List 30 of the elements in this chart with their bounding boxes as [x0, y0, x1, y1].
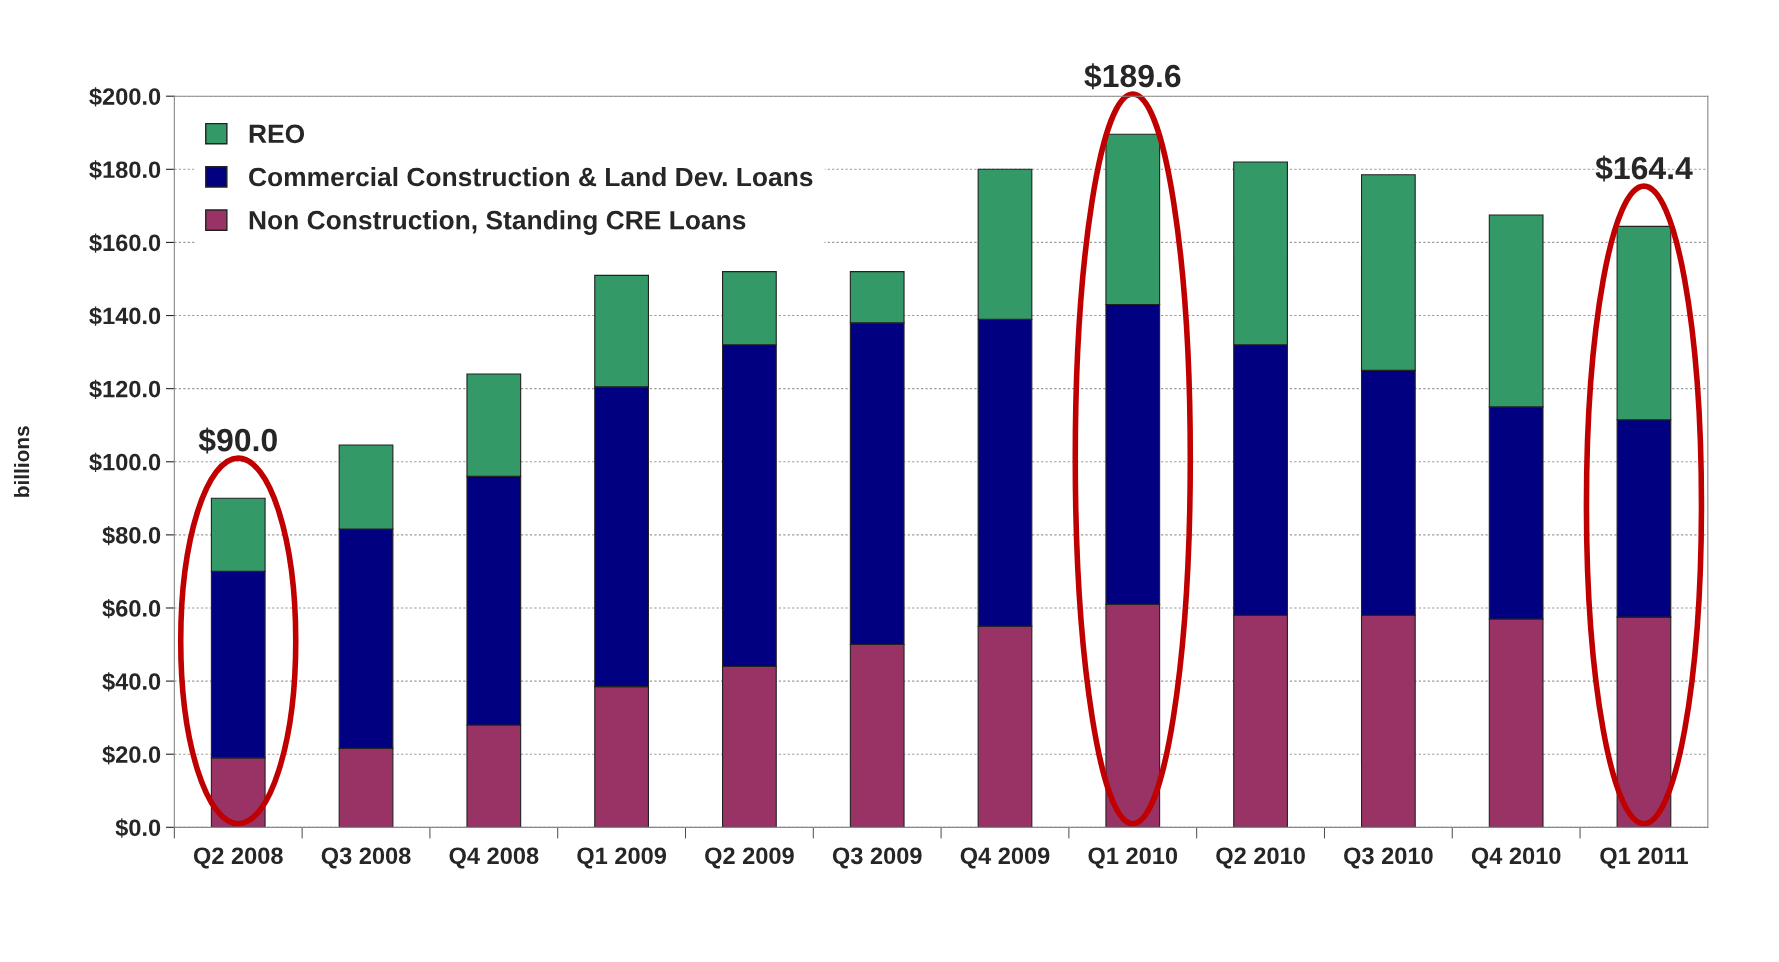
y-tick-label: $100.0	[89, 452, 161, 473]
annotation: $90.0	[198, 427, 277, 454]
legend-label: Non Construction, Standing CRE Loans	[249, 210, 746, 235]
annotation: $189.6	[1084, 63, 1181, 90]
x-tick-label: Q2 2008	[193, 847, 283, 869]
x-tick-label: Q1 2009	[577, 847, 667, 869]
legend-label: REO	[249, 124, 305, 144]
y-tick-label: $200.0	[89, 87, 161, 107]
y-tick-label: $0.0	[115, 818, 161, 838]
y-tick-label: $160.0	[89, 233, 161, 253]
x-tick-label: Q3 2009	[832, 847, 922, 869]
x-tick-label: Q1 2011	[1600, 847, 1688, 869]
y-tick-label: $60.0	[102, 599, 161, 619]
x-tick-label: Q1 2010	[1088, 847, 1178, 869]
y-tick-label: $180.0	[89, 160, 161, 180]
x-tick-label: Q4 2008	[449, 847, 539, 869]
annotation: $164.4	[1595, 155, 1693, 182]
y-axis-title: billions	[13, 426, 30, 497]
y-tick-label: $120.0	[89, 379, 161, 399]
x-tick-label: Q4 2009	[960, 847, 1050, 869]
y-tick-label: $140.0	[89, 306, 161, 326]
x-tick-label: Q2 2010	[1216, 847, 1305, 869]
x-tick-label: Q2 2009	[705, 847, 794, 869]
x-tick-label: Q3 2010	[1344, 847, 1433, 869]
x-tick-label: Q3 2008	[321, 847, 411, 869]
y-tick-label: $40.0	[102, 672, 161, 692]
y-tick-label: $80.0	[102, 525, 161, 546]
legend-label: Commercial Construction & Land Dev. Loans	[249, 166, 813, 187]
x-tick-label: Q4 2010	[1471, 847, 1561, 869]
y-tick-label: $20.0	[102, 745, 161, 765]
